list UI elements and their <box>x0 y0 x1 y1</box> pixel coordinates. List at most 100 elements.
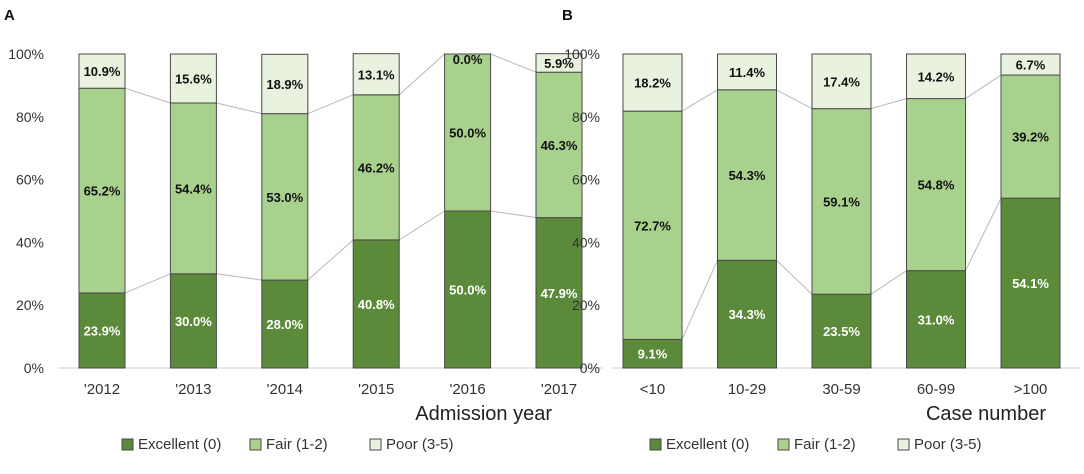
x-axis-title: Admission year <box>415 403 552 425</box>
data-label-excellent: 30.0% <box>175 314 212 329</box>
data-label-fair: 54.3% <box>729 168 766 183</box>
data-label-fair: 65.2% <box>84 184 121 199</box>
data-label-fair: 54.4% <box>175 181 212 196</box>
connector-line <box>681 260 718 340</box>
connector-line <box>398 53 445 96</box>
y-tick-label: 40% <box>16 234 44 250</box>
bar-segment-fair <box>169 102 217 275</box>
bar-segment-fair <box>78 87 126 294</box>
data-label-excellent: 23.5% <box>823 324 860 339</box>
bar-segment-excellent <box>444 210 492 369</box>
legend-swatch-fair <box>777 438 790 451</box>
bar-segment-poor <box>906 53 966 100</box>
legend-swatch-poor <box>369 438 382 451</box>
y-tick-label: 20% <box>16 297 44 313</box>
x-tick-label: '2017 <box>541 381 577 398</box>
y-tick-label: 60% <box>16 172 44 188</box>
data-label-poor: 18.9% <box>266 77 303 92</box>
y-tick-label: 100% <box>564 46 600 62</box>
legend-label-poor: Poor (3-5) <box>386 436 454 453</box>
data-label-fair: 50.0% <box>449 126 486 141</box>
x-tick-label: '2014 <box>267 381 303 398</box>
bar-segment-poor <box>78 53 126 89</box>
data-label-fair: 39.2% <box>1012 130 1049 145</box>
x-tick-label: '2012 <box>84 381 120 398</box>
data-label-excellent: 28.0% <box>266 317 303 332</box>
bar-segment-excellent <box>78 292 126 369</box>
x-tick-label: '2015 <box>358 381 394 398</box>
data-label-poor: 15.6% <box>175 71 212 86</box>
bar-segment-poor <box>622 53 683 112</box>
bar-segment-poor <box>811 53 872 110</box>
connector-line <box>124 87 171 104</box>
y-tick-label: 20% <box>572 297 600 313</box>
bar-segment-fair <box>352 94 400 241</box>
y-tick-label: 80% <box>16 109 44 125</box>
data-label-excellent: 23.9% <box>84 323 121 338</box>
connector-line <box>216 102 262 115</box>
x-tick-label: 30-59 <box>822 381 860 398</box>
panel-b-chart: B 0% 20% 40% 60% 80% 100% 9.1% 72.7% 18.2% <10 34.… <box>562 7 1080 453</box>
panel-label-b: B <box>562 7 573 24</box>
connector-line <box>307 239 354 281</box>
connector-line <box>870 98 907 110</box>
bar-segment-poor <box>1000 53 1061 76</box>
bar-segment-fair <box>811 108 872 295</box>
bar-segment-poor <box>169 53 217 104</box>
legend-swatch-fair <box>249 438 262 451</box>
connector-line <box>965 197 1002 271</box>
bar-segment-fair <box>906 98 966 272</box>
data-label-poor: 17.4% <box>823 74 860 89</box>
x-tick-label: '2013 <box>175 381 211 398</box>
data-label-fair: 54.8% <box>918 178 955 193</box>
connector-line <box>398 210 445 241</box>
bar-segment-fair <box>717 89 777 261</box>
bar-segment-excellent <box>1000 197 1061 369</box>
bar-segment-excellent <box>352 239 400 369</box>
data-label-poor: 11.4% <box>729 65 766 80</box>
legend-label-fair: Fair (1-2) <box>266 436 328 453</box>
data-label-poor: 14.2% <box>918 69 955 84</box>
bar-segment-poor <box>535 53 583 73</box>
data-label-excellent: 31.0% <box>918 312 955 327</box>
bar-segment-fair <box>622 110 683 340</box>
data-label-poor: 5.9% <box>544 56 574 71</box>
data-label-excellent: 47.9% <box>541 286 578 301</box>
bar-segment-fair <box>444 53 492 212</box>
connector-line <box>307 94 354 115</box>
y-tick-label: 80% <box>572 109 600 125</box>
legend-swatch-poor <box>897 438 910 451</box>
legend-swatch-excellent <box>121 438 134 451</box>
data-label-poor: 10.9% <box>84 64 121 79</box>
bar-segment-excellent <box>811 293 872 369</box>
bar-segment-excellent <box>535 217 583 369</box>
bar-segment-fair <box>535 71 583 219</box>
connector-line <box>965 74 1002 100</box>
connector-line <box>490 210 537 219</box>
y-tick-label: 40% <box>572 234 600 250</box>
x-axis-title: Case number <box>926 403 1046 425</box>
y-tick-label: 60% <box>572 172 600 188</box>
y-tick-label: 0% <box>24 360 44 376</box>
data-label-fair: 46.3% <box>541 138 578 153</box>
data-label-excellent: 50.0% <box>449 283 486 298</box>
connector-line <box>124 273 171 294</box>
legend-label-excellent: Excellent (0) <box>138 436 221 453</box>
legend-label-poor: Poor (3-5) <box>914 436 982 453</box>
data-label-poor: 18.2% <box>634 76 671 91</box>
data-label-excellent: 9.1% <box>638 347 668 362</box>
data-label-fair: 53.0% <box>266 190 303 205</box>
connector-line <box>216 273 262 281</box>
legend-swatch-excellent <box>649 438 662 451</box>
x-tick-label: '2016 <box>449 381 485 398</box>
panel-label-a: A <box>4 7 15 24</box>
x-tick-label: <10 <box>640 381 665 398</box>
connector-line <box>870 270 907 295</box>
y-tick-label: 0% <box>580 360 600 376</box>
legend-label-excellent: Excellent (0) <box>666 436 749 453</box>
x-tick-label: >100 <box>1014 381 1048 398</box>
bar-segment-excellent <box>169 273 217 369</box>
bar-segment-excellent <box>261 279 309 369</box>
data-label-fair: 59.1% <box>823 194 860 209</box>
